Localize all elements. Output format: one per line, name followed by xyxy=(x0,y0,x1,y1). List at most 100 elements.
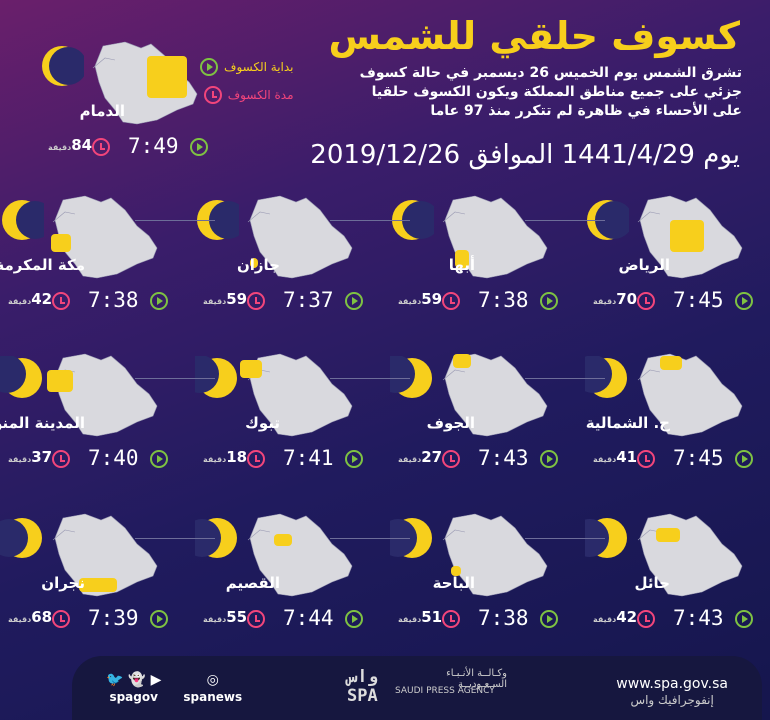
city-name: أبها xyxy=(448,256,475,274)
city-stats: 51دقيقة 7:38 xyxy=(390,606,570,630)
city-name: جازان xyxy=(236,256,280,274)
duration-value: 59دقيقة xyxy=(200,290,247,308)
play-clock-icon xyxy=(540,450,558,468)
highlight-region xyxy=(250,258,258,268)
city-stats: 59دقيقة 7:37 xyxy=(195,288,375,312)
city-card: تبوك 18دقيقة 7:41 xyxy=(195,350,375,470)
eclipse-icon xyxy=(390,356,432,398)
eclipse-icon xyxy=(2,200,44,240)
saudi-map xyxy=(247,513,353,597)
duration-value: 68دقيقة xyxy=(5,608,52,626)
start-time: 7:39 xyxy=(88,606,139,630)
saudi-map xyxy=(442,353,548,437)
row-divider xyxy=(330,378,410,379)
row-divider xyxy=(330,220,410,221)
duration-value: 41دقيقة xyxy=(590,448,637,466)
social-spagov-label: spagov xyxy=(109,690,158,704)
city-card: الجوف 27دقيقة 7:43 xyxy=(390,350,570,470)
duration-value: 18دقيقة xyxy=(200,448,247,466)
social-links: 🐦 👻 ▶ spagov ◎ spanews xyxy=(106,672,242,704)
start-time: 7:43 xyxy=(673,606,724,630)
start-time: 7:38 xyxy=(88,288,139,312)
eclipse-icon xyxy=(585,356,627,398)
duration-value: 27دقيقة xyxy=(395,448,442,466)
alarm-clock-icon xyxy=(52,610,70,628)
start-time: 7:43 xyxy=(478,446,529,470)
eclipse-icon xyxy=(0,518,42,558)
city-stats: 68دقيقة 7:39 xyxy=(0,606,180,630)
duration-minutes: 18 xyxy=(226,448,248,466)
city-card: الباحة 51دقيقة 7:38 xyxy=(390,510,570,630)
city-card: الدمام 84دقيقة 7:49 xyxy=(40,38,220,158)
play-clock-icon xyxy=(540,610,558,628)
alarm-clock-icon xyxy=(637,610,655,628)
city-card: نجران 68دقيقة 7:39 xyxy=(0,510,180,630)
play-clock-icon xyxy=(150,610,168,628)
minutes-unit: دقيقة xyxy=(398,615,422,624)
spa-logo-ar: وكـالــة الأنـبـاء السـعـوديــة xyxy=(446,668,507,690)
row-divider xyxy=(135,538,215,539)
eclipse-icon xyxy=(392,200,434,240)
social-spagov[interactable]: 🐦 👻 ▶ spagov xyxy=(106,672,161,704)
duration-value: 84دقيقة xyxy=(45,136,92,154)
start-time: 7:44 xyxy=(283,606,334,630)
legend-start: بداية الكسوف xyxy=(200,58,294,76)
duration-minutes: 59 xyxy=(226,290,248,308)
row-divider xyxy=(135,220,215,221)
city-stats: 42دقيقة 7:38 xyxy=(0,288,180,312)
saudi-map xyxy=(247,195,353,279)
city-name: مكة المكرمة xyxy=(0,256,85,274)
city-name: نجران xyxy=(41,574,85,592)
duration-value: 42دقيقة xyxy=(5,290,52,308)
twitter-snapchat-youtube-icon: 🐦 👻 ▶ xyxy=(106,672,162,688)
saudi-map xyxy=(51,195,158,279)
saudi-map xyxy=(442,513,548,597)
alarm-clock-icon xyxy=(442,292,460,310)
city-card: حائل 42دقيقة 7:43 xyxy=(585,510,765,630)
start-time: 7:38 xyxy=(478,288,529,312)
footer-url[interactable]: www.spa.gov.sa إنفوجرافيك واس xyxy=(616,676,728,708)
social-spanews[interactable]: ◎ spanews xyxy=(183,672,242,704)
minutes-unit: دقيقة xyxy=(203,455,227,464)
alarm-clock-icon xyxy=(52,292,70,310)
city-stats: 55دقيقة 7:44 xyxy=(195,606,375,630)
highlight-region xyxy=(147,56,187,98)
row-divider xyxy=(135,378,215,379)
alarm-clock-icon xyxy=(203,86,222,104)
highlight-region xyxy=(455,250,469,268)
alarm-clock-icon xyxy=(52,450,70,468)
row-divider xyxy=(525,378,605,379)
minutes-unit: دقيقة xyxy=(8,615,32,624)
minutes-unit: دقيقة xyxy=(48,143,72,152)
start-time: 7:41 xyxy=(283,446,334,470)
eclipse-icon xyxy=(390,518,432,558)
play-clock-icon xyxy=(345,292,363,310)
play-clock-icon xyxy=(150,292,168,310)
minutes-unit: دقيقة xyxy=(593,615,617,624)
saudi-map xyxy=(52,513,158,597)
city-stats: 37دقيقة 7:40 xyxy=(0,446,180,470)
city-stats: 42دقيقة 7:43 xyxy=(585,606,765,630)
highlight-region xyxy=(51,234,71,252)
spa-logo: واس SPA وكـالــة الأنـبـاء السـعـوديــة … xyxy=(347,666,507,712)
duration-value: 55دقيقة xyxy=(200,608,247,626)
city-card: الرياض 70دقيقة 7:45 xyxy=(585,192,765,312)
minutes-unit: دقيقة xyxy=(593,297,617,306)
start-time: 7:37 xyxy=(283,288,334,312)
play-clock-icon xyxy=(735,292,753,310)
saudi-map xyxy=(240,353,353,437)
footer: 🐦 👻 ▶ spagov ◎ spanews واس SPA وكـالــة ال… xyxy=(72,656,762,720)
row-divider xyxy=(525,538,605,539)
spa-logo-mark: واس SPA xyxy=(347,667,378,706)
minutes-unit: دقيقة xyxy=(593,455,617,464)
eclipse-icon xyxy=(197,200,239,240)
city-stats: 84دقيقة 7:49 xyxy=(40,134,220,158)
city-card: ح. الشمالية 41دقيقة 7:45 xyxy=(585,350,765,470)
duration-minutes: 41 xyxy=(616,448,638,466)
start-time: 7:45 xyxy=(673,288,724,312)
play-clock-icon xyxy=(735,450,753,468)
duration-minutes: 68 xyxy=(31,608,53,626)
city-card: مكة المكرمة 42دقيقة 7:38 xyxy=(0,192,180,312)
highlight-region xyxy=(274,534,292,546)
